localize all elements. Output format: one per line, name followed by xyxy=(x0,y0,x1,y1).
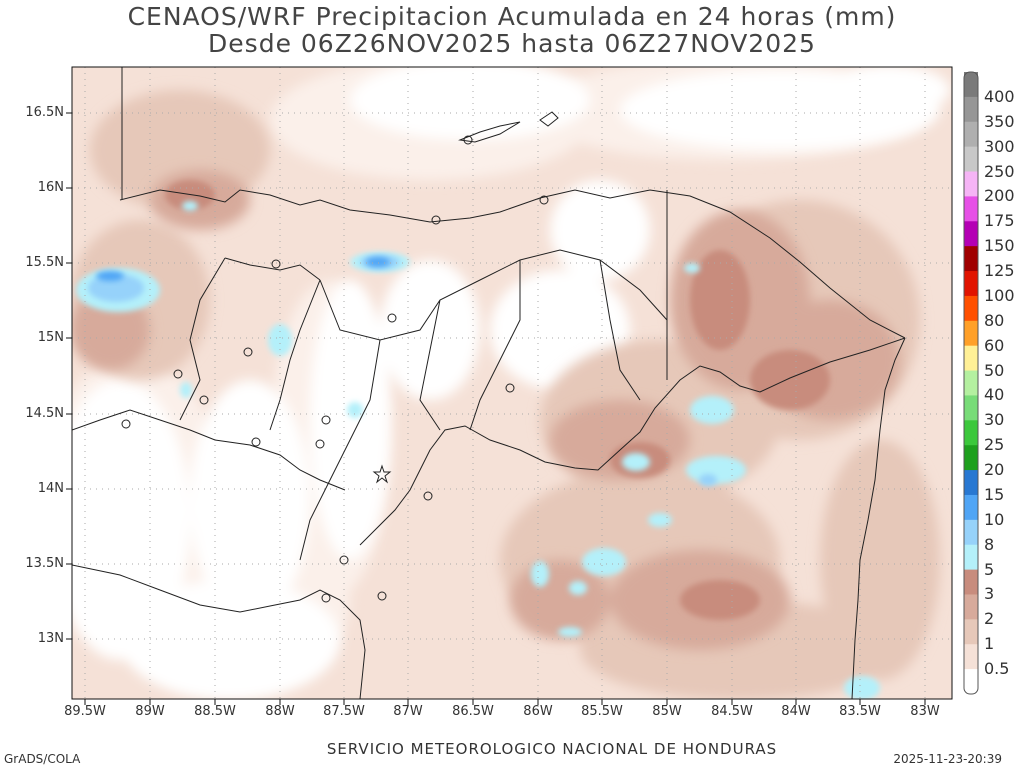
colorbar-label: 250 xyxy=(984,161,1015,181)
colorbar-swatch xyxy=(964,569,978,595)
colorbar-swatch xyxy=(964,246,978,272)
colorbar-swatch xyxy=(964,146,978,173)
footer-agency: SERVICIO METEOROLOGICO NACIONAL DE HONDU… xyxy=(326,740,778,758)
internal-lines xyxy=(179,190,668,561)
colorbar-label: 40 xyxy=(984,385,1005,405)
lon-label-88.5w: 88.5W xyxy=(194,704,236,719)
lon-label-84w: 84W xyxy=(781,704,811,719)
colorbar-label: 125 xyxy=(984,261,1015,281)
colorbar-swatch xyxy=(964,96,978,123)
colorbar-label: 2 xyxy=(984,609,995,629)
colorbar-swatch xyxy=(964,470,978,496)
colorbar-label: 80 xyxy=(984,310,1005,330)
precip-field xyxy=(72,67,952,699)
colorbar-swatch xyxy=(964,370,978,396)
colorbar-swatch xyxy=(964,669,978,695)
capital-star-icon xyxy=(372,464,392,484)
lon-label-89.5w: 89.5W xyxy=(64,704,106,719)
colorbar-label: 100 xyxy=(984,285,1015,305)
colorbar-label: 50 xyxy=(984,360,1005,380)
lat-label-13.5n: 13.5N xyxy=(25,556,64,571)
city-markers xyxy=(121,135,549,603)
colorbar-label: 150 xyxy=(984,236,1015,256)
colorbar-swatch xyxy=(964,594,978,620)
colorbar-swatch xyxy=(964,221,978,247)
colorbar-swatch xyxy=(964,345,978,372)
colorbar-label: 30 xyxy=(984,410,1005,430)
lon-label-83.5w: 83.5W xyxy=(839,704,881,719)
lon-label-85.5w: 85.5W xyxy=(581,704,623,719)
colorbar-swatch xyxy=(964,619,978,645)
colorbar-swatch xyxy=(964,320,978,347)
colorbar-label: 8 xyxy=(984,534,995,554)
colorbar-swatch xyxy=(964,295,978,322)
colorbar-label: 3 xyxy=(984,584,995,604)
nicaragua-coast xyxy=(851,337,906,699)
lat-label-15.5n: 15.5N xyxy=(25,255,64,270)
colorbar-swatch xyxy=(964,271,978,297)
colorbar-swatch xyxy=(964,519,978,546)
colorbar-swatch xyxy=(964,420,978,446)
colorbar-label: 400 xyxy=(984,86,1015,106)
colorbar-swatch xyxy=(964,494,978,521)
lat-label-14.5n: 14.5N xyxy=(25,406,64,421)
colorbar-label: 1 xyxy=(984,634,995,654)
pacific-coast xyxy=(72,564,366,699)
axis-ticks xyxy=(66,112,926,705)
lat-label-13n: 13N xyxy=(37,631,64,646)
lon-label-88w: 88W xyxy=(265,704,295,719)
lat-label-14n: 14N xyxy=(37,481,64,496)
colorbar xyxy=(963,71,979,695)
footer-software: GrADS/COLA xyxy=(4,752,81,766)
colorbar-outline xyxy=(963,71,979,695)
lat-label-15n: 15N xyxy=(37,330,64,345)
colorbar-label: 25 xyxy=(984,435,1005,455)
el-salvador-border xyxy=(72,409,346,491)
lon-label-86.5w: 86.5W xyxy=(452,704,494,719)
lon-label-84.5w: 84.5W xyxy=(711,704,753,719)
lon-label-83w: 83W xyxy=(910,704,940,719)
map-title: CENAOS/WRF Precipitacion Acumulada en 24… xyxy=(127,2,897,31)
colorbar-label: 300 xyxy=(984,136,1015,156)
boundaries xyxy=(72,67,906,699)
colorbar-swatch xyxy=(964,544,978,571)
colorbar-swatch xyxy=(964,171,978,197)
lon-label-87.5w: 87.5W xyxy=(323,704,365,719)
colorbar-label: 0.5 xyxy=(984,659,1010,679)
colorbar-label: 20 xyxy=(984,460,1005,480)
colorbar-label: 15 xyxy=(984,484,1005,504)
colorbar-label: 60 xyxy=(984,335,1005,355)
honduras-nicaragua-border xyxy=(359,337,906,546)
footer-timestamp: 2025-11-23-20:39 xyxy=(893,752,1002,766)
map-subtitle: Desde 06Z26NOV2025 hasta 06Z27NOV2025 xyxy=(208,29,816,58)
colorbar-label: 5 xyxy=(984,559,995,579)
lon-label-87w: 87W xyxy=(393,704,423,719)
colorbar-label: 10 xyxy=(984,509,1005,529)
lat-label-16n: 16N xyxy=(37,180,64,195)
lon-label-86w: 86W xyxy=(523,704,553,719)
lon-label-89w: 89W xyxy=(135,704,165,719)
colorbar-swatch xyxy=(964,395,978,421)
honduras-north-coast xyxy=(119,189,906,339)
islands xyxy=(458,111,559,143)
colorbar-label: 200 xyxy=(984,186,1015,206)
colorbar-label: 175 xyxy=(984,211,1015,231)
lon-label-85w: 85W xyxy=(652,704,682,719)
plot-frame xyxy=(71,66,953,700)
colorbar-swatch xyxy=(964,445,978,471)
colorbar-swatch xyxy=(964,644,978,670)
colorbar-swatch xyxy=(964,196,978,222)
colorbar-swatch xyxy=(964,121,978,148)
lat-label-16.5n: 16.5N xyxy=(25,105,64,120)
colorbar-label: 350 xyxy=(984,111,1015,131)
colorbar-swatch xyxy=(964,72,978,98)
guatemala-border xyxy=(121,67,321,281)
